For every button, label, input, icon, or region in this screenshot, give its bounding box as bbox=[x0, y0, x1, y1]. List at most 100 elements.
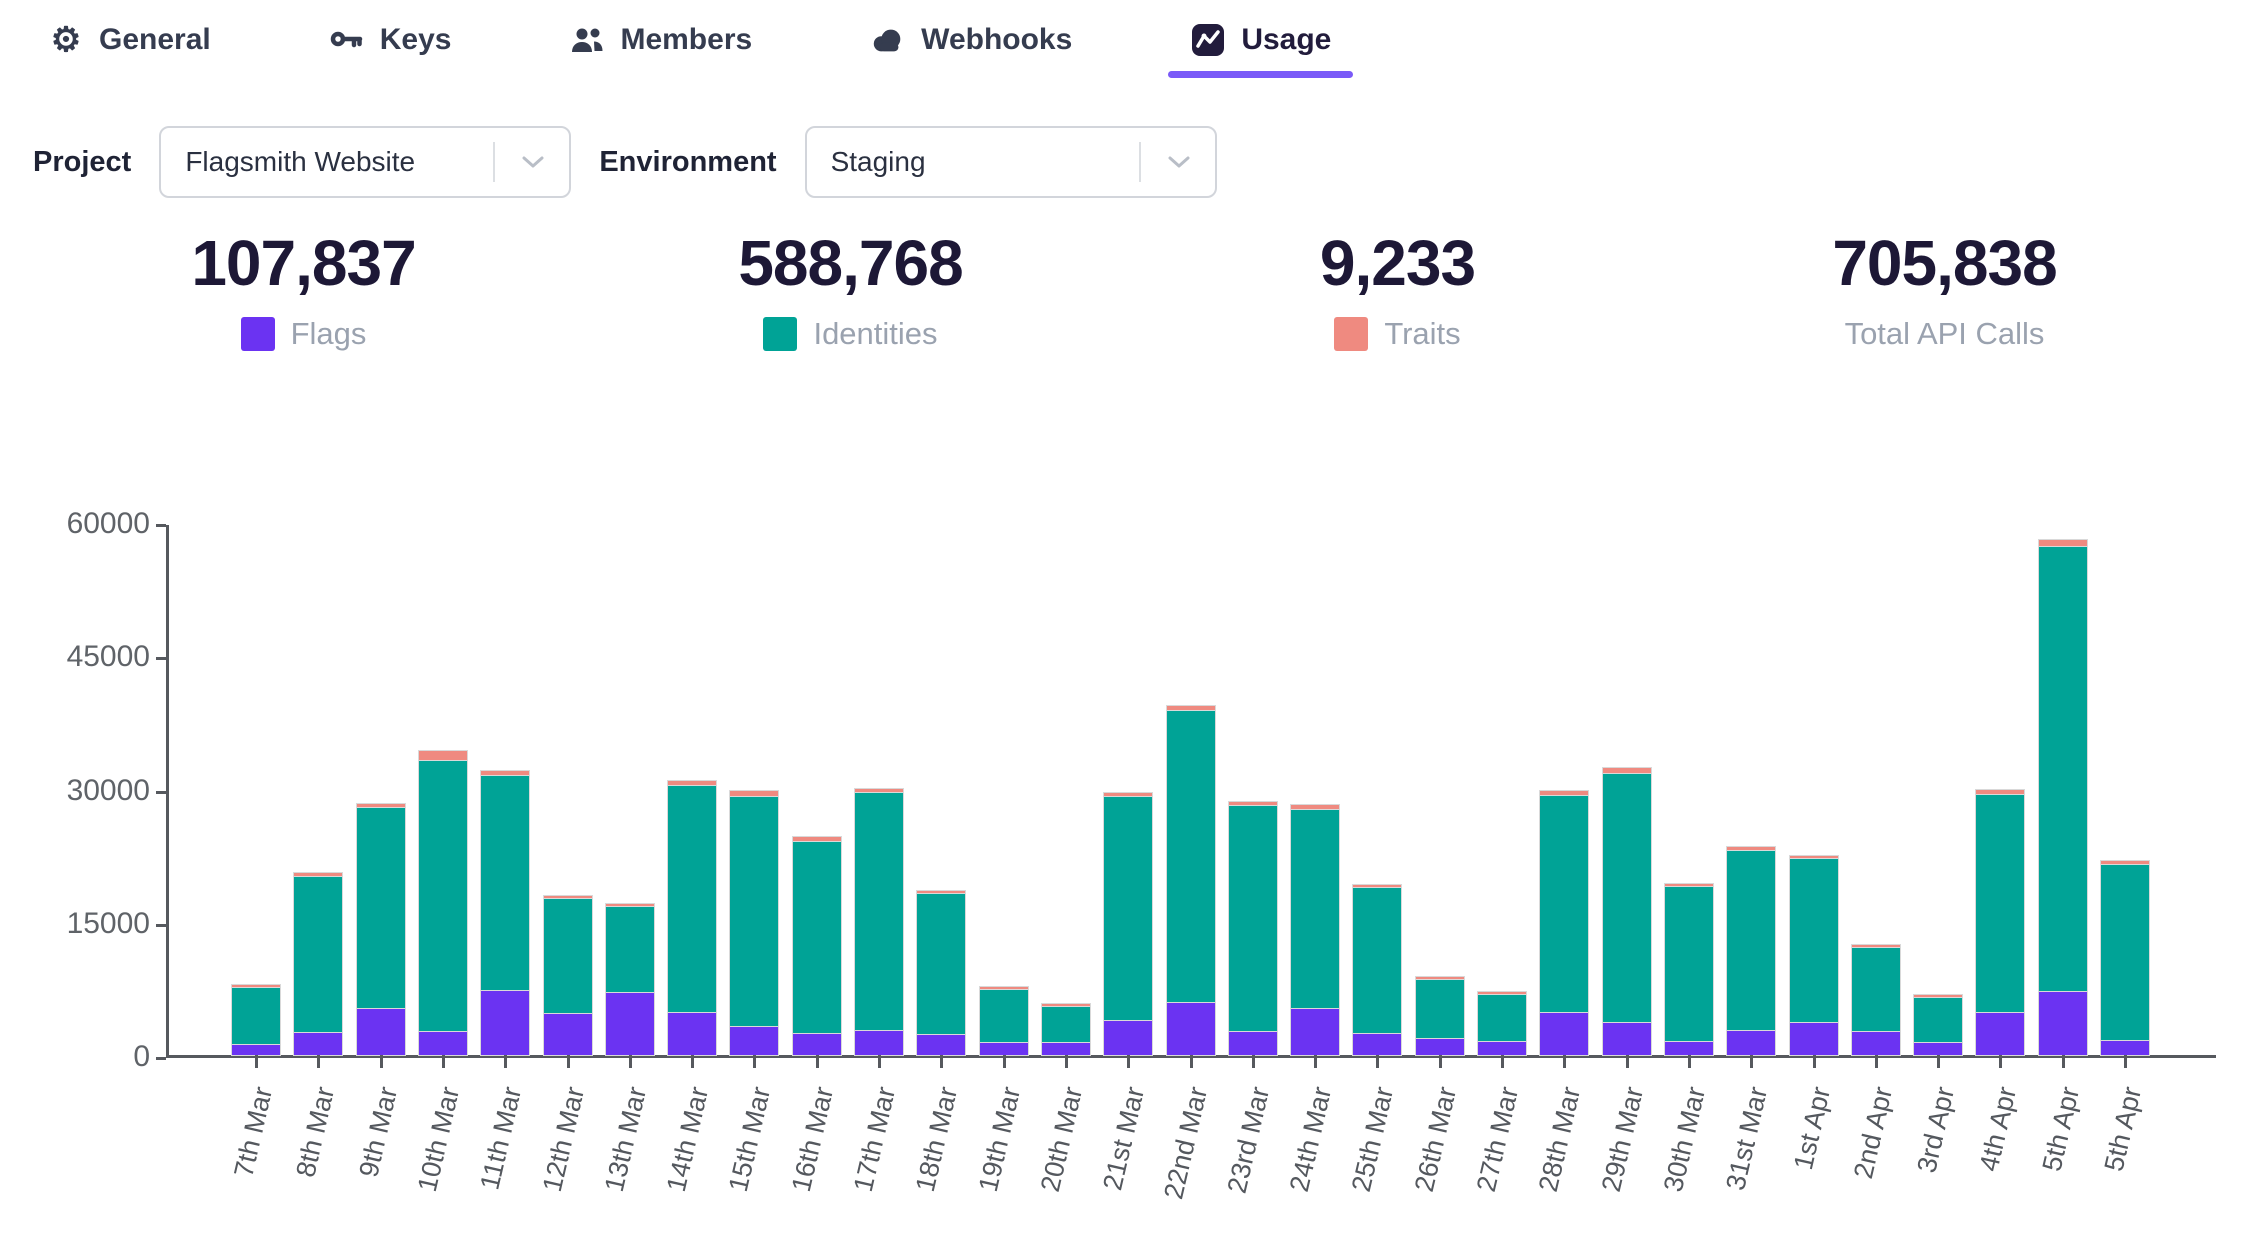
bar-segment-identities bbox=[668, 785, 717, 1013]
traits-legend-swatch bbox=[1334, 317, 1369, 351]
bar-segment-traits bbox=[1664, 884, 1713, 887]
tab-usage[interactable]: Usage bbox=[1168, 22, 1354, 78]
x-axis-label: 15th Mar bbox=[723, 1084, 777, 1195]
bar-segment-traits bbox=[232, 984, 280, 987]
bar-segment-traits bbox=[1228, 801, 1277, 806]
x-axis-tick bbox=[1127, 1055, 1131, 1068]
y-axis-tick bbox=[156, 790, 166, 794]
bar-segment-flags bbox=[1540, 1011, 1589, 1055]
x-axis-tick bbox=[1625, 1055, 1629, 1068]
x-axis-tick bbox=[1251, 1055, 1255, 1068]
x-axis-label: 26th Mar bbox=[1408, 1084, 1462, 1195]
environment-select[interactable]: Staging bbox=[804, 126, 1217, 198]
tab-webhooks[interactable]: Webhooks bbox=[870, 22, 1072, 78]
bar-segment-traits bbox=[294, 872, 343, 877]
x-axis-label: 17th Mar bbox=[847, 1084, 902, 1195]
y-axis-tick bbox=[156, 657, 166, 661]
stat-value: 705,838 bbox=[1832, 227, 2057, 299]
bar-segment-identities bbox=[1041, 1006, 1090, 1042]
x-axis-tick bbox=[628, 1055, 632, 1068]
bar-segment-flags bbox=[605, 991, 654, 1055]
bar-segment-traits bbox=[2038, 539, 2087, 546]
bar-segment-flags bbox=[543, 1012, 592, 1055]
bar-segment-identities bbox=[605, 905, 654, 992]
x-axis-label: 11th Mar bbox=[474, 1084, 528, 1193]
x-axis-label: 31st Mar bbox=[1720, 1084, 1774, 1194]
bar-segment-traits bbox=[917, 890, 966, 893]
y-axis-tick bbox=[156, 923, 166, 927]
stat-total-api-calls: 705,838 Total API Calls bbox=[1671, 226, 2218, 352]
x-axis-label: 9th Mar bbox=[352, 1084, 403, 1180]
bar-segment-flags bbox=[1789, 1022, 1838, 1055]
tab-label: General bbox=[99, 23, 211, 56]
bar-segment-identities bbox=[1664, 886, 1713, 1041]
x-axis-label: 7th Mar bbox=[228, 1084, 279, 1180]
x-axis-label: 1st Apr bbox=[1787, 1084, 1836, 1173]
project-select-value: Flagsmith Website bbox=[185, 146, 416, 177]
tab-label: Webhooks bbox=[921, 23, 1073, 56]
bar-segment-flags bbox=[1914, 1041, 1963, 1055]
x-axis-label: 10th Mar bbox=[411, 1084, 466, 1195]
tab-keys[interactable]: Keys bbox=[329, 22, 451, 78]
bar-segment-flags bbox=[356, 1007, 405, 1055]
x-axis-label: 25th Mar bbox=[1346, 1084, 1400, 1195]
x-axis-label: 22nd Mar bbox=[1157, 1084, 1213, 1202]
bar-segment-flags bbox=[481, 990, 530, 1055]
stat-value: 588,768 bbox=[738, 227, 963, 299]
x-axis-tick bbox=[1314, 1055, 1318, 1068]
usage-chart-icon bbox=[1190, 22, 1226, 58]
bar-segment-flags bbox=[1228, 1031, 1277, 1055]
bar-segment-traits bbox=[1104, 792, 1153, 797]
bar-segment-identities bbox=[481, 774, 530, 991]
x-axis-tick bbox=[940, 1055, 944, 1068]
x-axis-tick bbox=[317, 1055, 321, 1068]
bar-segment-identities bbox=[1228, 805, 1277, 1032]
tab-label: Members bbox=[620, 23, 753, 56]
x-axis-tick bbox=[1812, 1055, 1816, 1068]
y-axis-label: 30000 bbox=[66, 773, 150, 807]
bar-segment-identities bbox=[979, 988, 1028, 1042]
active-tab-underline bbox=[1168, 71, 1354, 78]
tab-label: Usage bbox=[1241, 23, 1332, 56]
gear-icon: ⚙ bbox=[50, 21, 82, 59]
members-icon bbox=[569, 22, 605, 58]
tab-general[interactable]: ⚙ General bbox=[48, 22, 211, 78]
x-axis-tick bbox=[1438, 1055, 1442, 1068]
x-axis-tick bbox=[1937, 1055, 1941, 1068]
bar-segment-flags bbox=[1727, 1029, 1776, 1055]
bar-segment-flags bbox=[1478, 1040, 1526, 1055]
bar-segment-traits bbox=[1291, 804, 1340, 809]
bar-segment-identities bbox=[1104, 796, 1153, 1020]
bar-segment-traits bbox=[792, 837, 841, 842]
bar-segment-flags bbox=[730, 1025, 779, 1055]
key-icon bbox=[329, 22, 365, 58]
bar-segment-flags bbox=[855, 1029, 903, 1055]
bar-segment-identities bbox=[1789, 858, 1838, 1023]
bar-segment-traits bbox=[1478, 992, 1526, 995]
y-axis-tick bbox=[156, 1057, 166, 1060]
x-axis-label: 18th Mar bbox=[910, 1084, 964, 1195]
bar-segment-flags bbox=[1353, 1032, 1402, 1055]
bar-segment-traits bbox=[1602, 768, 1651, 773]
bar-segment-flags bbox=[294, 1031, 343, 1055]
stat-flags: 107,837 Flags bbox=[30, 226, 577, 352]
bar-segment-traits bbox=[979, 986, 1028, 989]
bar-segment-flags bbox=[1415, 1038, 1464, 1055]
chevron-down-icon bbox=[521, 155, 545, 169]
x-axis-tick bbox=[815, 1055, 819, 1068]
bar-segment-identities bbox=[1914, 997, 1963, 1042]
tab-members[interactable]: Members bbox=[569, 22, 752, 78]
stat-identities: 588,768 Identities bbox=[577, 226, 1124, 352]
y-axis-label: 60000 bbox=[66, 507, 150, 540]
identities-legend-swatch bbox=[763, 317, 798, 351]
project-select[interactable]: Flagsmith Website bbox=[159, 126, 572, 198]
bar-segment-traits bbox=[543, 896, 592, 899]
x-axis-tick bbox=[379, 1055, 383, 1068]
bar-segment-identities bbox=[1976, 793, 2025, 1012]
select-divider bbox=[1138, 142, 1141, 182]
bar-segment-traits bbox=[668, 781, 717, 786]
bar-segment-flags bbox=[917, 1033, 966, 1055]
bar-segment-identities bbox=[1540, 795, 1589, 1012]
x-axis-label: 28th Mar bbox=[1533, 1084, 1587, 1195]
